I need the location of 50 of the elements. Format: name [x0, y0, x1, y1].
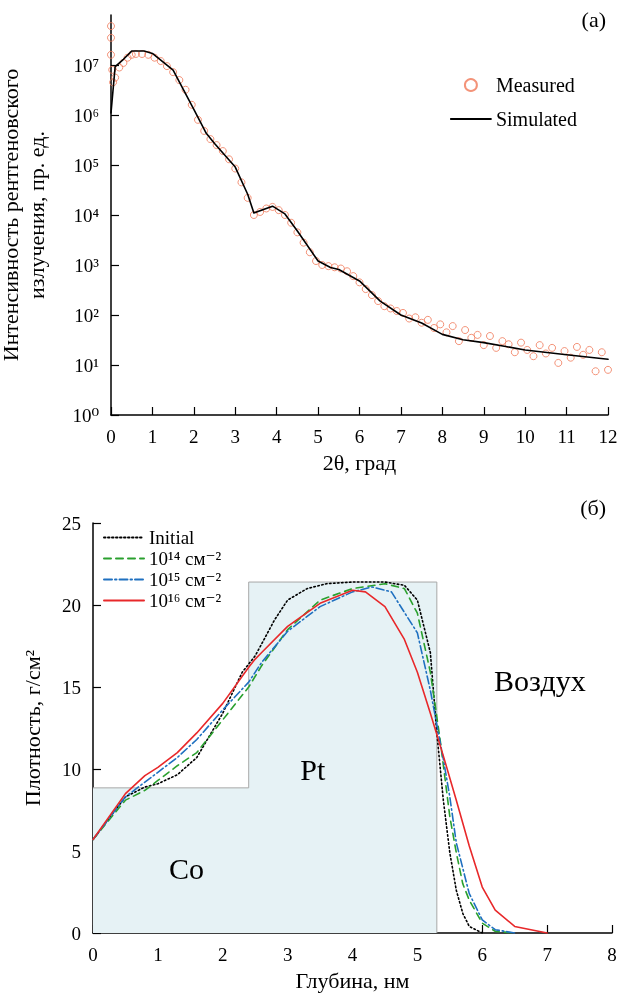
x-tick-label: 1	[153, 944, 163, 965]
x-tick-label: 8	[607, 944, 617, 965]
legend-label: 10¹⁶ см⁻²	[149, 590, 222, 611]
x-tick-label: 5	[313, 426, 323, 447]
x-tick-label: 7	[396, 426, 406, 447]
x-axis-title: Глубина, нм	[295, 967, 410, 993]
x-tick-label: 4	[271, 426, 282, 447]
x-tick-label: 8	[437, 426, 448, 447]
x-tick-label: 2	[218, 944, 228, 965]
legend-label: 10¹⁵ см⁻²	[149, 569, 222, 590]
y-tick-label: 10²	[74, 304, 100, 326]
legend-label: Initial	[149, 527, 195, 548]
x-axis-title: 2θ, град	[322, 449, 397, 475]
x-tick-label: 4	[347, 944, 358, 965]
y-tick-label: 20	[62, 594, 81, 616]
x-tick-label: 10	[515, 426, 535, 447]
legend-label: Measured	[495, 74, 575, 96]
text: (б)	[580, 494, 607, 520]
y-axis-title: Интенсивность рентгеновского излучения, пр. ед.	[0, 68, 49, 362]
x-tick-label: 9	[479, 426, 489, 447]
y-tick-label: 10³	[74, 254, 100, 276]
x-tick-label: 12	[598, 426, 618, 447]
legend-label: Simulated	[495, 108, 578, 130]
x-tick-label: 1	[147, 426, 158, 447]
y-tick-label: 10⁵	[73, 154, 99, 176]
x-tick-label: 11	[557, 426, 576, 447]
legend-label: 10¹⁴ см⁻²	[149, 548, 222, 569]
x-tick-label: 7	[542, 944, 552, 965]
x-tick-label: 2	[189, 426, 199, 447]
y-tick-label: 15	[62, 676, 81, 698]
annotation: Co	[169, 851, 205, 885]
x-tick-label: 0	[106, 426, 116, 447]
y-tick-label: 25	[62, 512, 81, 534]
y-tick-label: 10⁴	[73, 204, 100, 226]
y-tick-label: 10	[62, 758, 81, 780]
y-tick-label: 10⁰	[72, 404, 100, 426]
y-tick-label: 10⁷	[73, 54, 99, 76]
annotation: Pt	[300, 752, 327, 786]
y-tick-label: 5	[71, 840, 81, 862]
annotation: (a)	[581, 6, 606, 32]
x-tick-label: 5	[412, 944, 423, 965]
y-tick-label: 10¹	[74, 354, 100, 376]
y-axis-title: Плотность, г/см²	[19, 649, 45, 807]
x-tick-label: 6	[354, 426, 365, 447]
y-tick-label: 10⁶	[73, 104, 99, 126]
x-tick-label: 3	[230, 426, 240, 447]
annotation: Воздух	[494, 663, 586, 697]
x-tick-label: 6	[477, 944, 487, 965]
x-tick-label: 3	[282, 944, 293, 965]
y-tick-label: 0	[71, 922, 81, 944]
